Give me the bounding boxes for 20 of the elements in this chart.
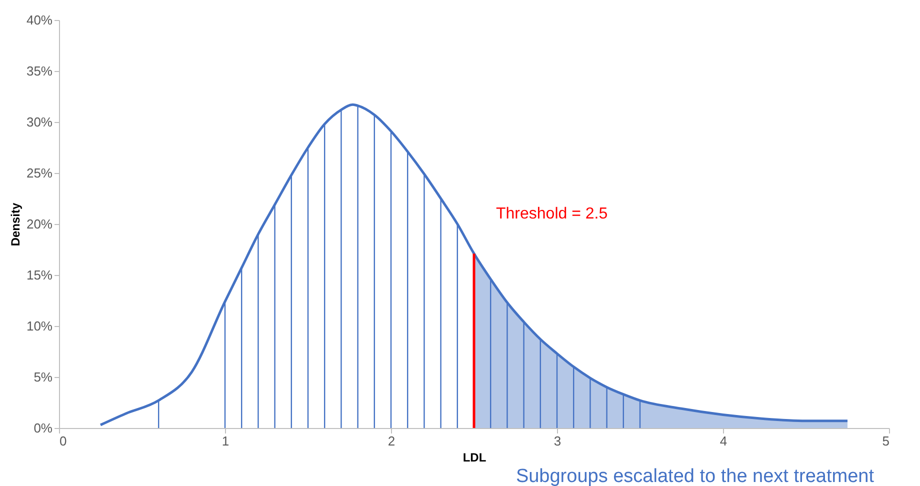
x-tick-label: 5 <box>882 434 890 448</box>
x-tick-label: 2 <box>388 434 396 448</box>
y-tick-label: 10% <box>26 318 53 334</box>
x-axis-title: LDL <box>462 450 486 464</box>
y-tick-label: 40% <box>26 12 53 28</box>
x-tick-label: 1 <box>222 434 230 448</box>
x-tick-label: 4 <box>720 434 728 448</box>
y-tick-label: 25% <box>26 166 53 180</box>
annotation: Threshold = 2.5 <box>496 206 608 223</box>
y-tick-label: 15% <box>26 268 53 282</box>
y-tick-label: 0% <box>34 420 53 436</box>
y-tick-label: 30% <box>26 114 53 130</box>
y-axis-title: Density <box>8 202 22 246</box>
line-series <box>99 103 849 426</box>
x-tick-label: 3 <box>554 434 562 448</box>
x-tick-label: 0 <box>60 434 67 448</box>
y-tick-label: 5% <box>34 370 53 384</box>
text: Subgroups escalated to the next treatment <box>516 466 875 486</box>
y-tick-label: 35% <box>26 64 53 78</box>
y-tick-label: 20% <box>26 216 53 232</box>
